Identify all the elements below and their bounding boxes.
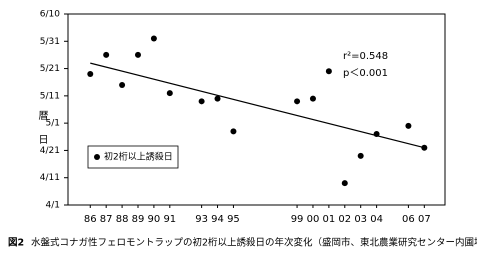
x-tick-label: 95 xyxy=(227,214,240,225)
annotation: p＜0.001 xyxy=(343,68,388,79)
x-tick-label: 90 xyxy=(148,214,161,225)
caption: 水盤式コナガ性フェロモントラップの初2桁以上誘殺日の年次変化（盛岡市、東北農業研… xyxy=(31,237,477,249)
x-tick-label: 94 xyxy=(211,214,224,225)
legend xyxy=(87,145,179,169)
y-tick-label: 4/11 xyxy=(40,173,60,183)
y-tick-label: 4/1 xyxy=(46,201,60,211)
y-tick-label: 5/1 xyxy=(46,119,60,129)
y-tick-label: 5/31 xyxy=(40,37,60,47)
point xyxy=(357,152,364,159)
y-tick-label: 4/21 xyxy=(40,146,60,156)
point xyxy=(294,98,301,105)
point xyxy=(373,131,380,138)
x-tick-label: 86 xyxy=(84,214,97,225)
y-tick-label: 5/11 xyxy=(40,91,60,101)
x-tick-label: 01 xyxy=(323,214,336,225)
x-tick-label: 88 xyxy=(116,214,129,225)
point xyxy=(87,71,94,78)
y-tick-label: 6/10 xyxy=(40,10,60,20)
point xyxy=(166,90,173,97)
annotation: r²=0.548 xyxy=(343,51,388,62)
point xyxy=(150,35,157,42)
x-tick-label: 99 xyxy=(291,214,304,225)
point xyxy=(405,122,412,129)
point xyxy=(134,51,141,58)
figure-number: 図2 xyxy=(8,238,24,249)
point xyxy=(198,98,205,105)
x-tick-label: 87 xyxy=(100,214,113,225)
x-tick-label: 89 xyxy=(132,214,145,225)
x-tick-label: 93 xyxy=(195,214,208,225)
y-axis-label: 暦日 xyxy=(36,110,48,158)
x-tick-label: 07 xyxy=(418,214,431,225)
x-tick-label: 02 xyxy=(338,214,351,225)
trendline xyxy=(90,62,425,149)
legend-label: 初2桁以上誘殺日 xyxy=(104,151,173,163)
point xyxy=(341,180,348,187)
point xyxy=(103,51,110,58)
legend-marker xyxy=(94,154,100,160)
x-tick-label: 00 xyxy=(307,214,320,225)
point xyxy=(230,128,237,135)
x-tick-label: 03 xyxy=(354,214,367,225)
y-tick-label: 5/21 xyxy=(40,64,60,74)
point xyxy=(214,95,221,102)
x-tick-label: 91 xyxy=(163,214,176,225)
point xyxy=(119,81,126,88)
x-tick-label: 04 xyxy=(370,214,383,225)
x-tick-label: 06 xyxy=(402,214,415,225)
point xyxy=(309,95,316,102)
point xyxy=(421,144,428,151)
point xyxy=(325,68,332,75)
plot-frame xyxy=(67,13,446,206)
